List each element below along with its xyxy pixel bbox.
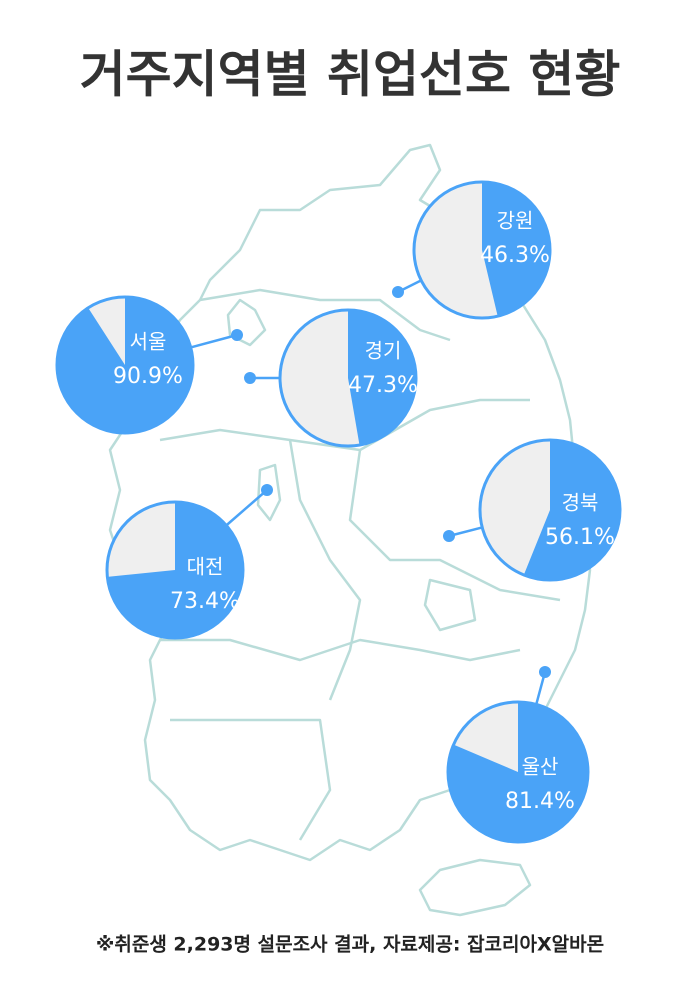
source-note: ※취준생 2,293명 설문조사 결과, 자료제공: 잡코리아X알바몬 (96, 934, 604, 956)
region-label: 대전 (187, 555, 224, 579)
region-label: 강원 (497, 209, 534, 233)
region-label: 울산 (522, 755, 559, 779)
region-label: 경북 (562, 491, 599, 515)
pie-slice (448, 702, 589, 842)
region-label: 경기 (365, 339, 402, 363)
value-label: 73.4% (170, 589, 240, 614)
value-label: 47.3% (348, 373, 418, 398)
value-label: 81.4% (505, 789, 575, 814)
connector (225, 489, 268, 527)
title: 거주지역별 취업선호 현황 (80, 46, 621, 104)
location-dot (443, 530, 455, 542)
value-label: 90.9% (113, 364, 183, 389)
pie-slice (56, 297, 193, 434)
pie-slice (523, 440, 620, 580)
location-dot (539, 666, 551, 678)
pie-slice (348, 310, 417, 446)
location-dot (392, 286, 404, 298)
region-label: 서울 (130, 330, 167, 354)
location-dot (244, 372, 256, 384)
value-label: 56.1% (545, 525, 615, 550)
connector (190, 333, 238, 349)
pie-slice (107, 502, 244, 638)
pie-slice (482, 182, 550, 317)
location-dot (231, 329, 243, 341)
location-dot (261, 484, 273, 496)
value-label: 46.3% (480, 243, 550, 268)
